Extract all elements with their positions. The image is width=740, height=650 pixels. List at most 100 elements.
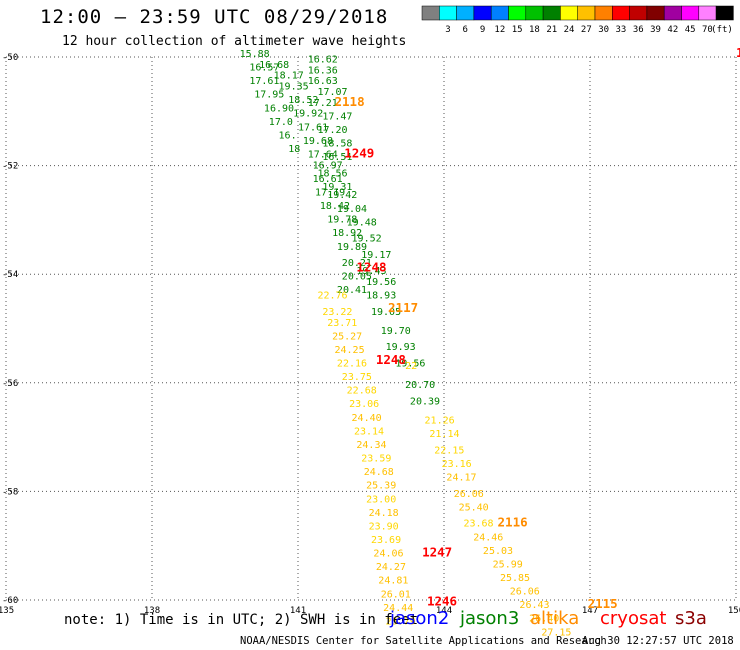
y-tick-label: -54 — [2, 270, 18, 280]
wave-height-label: 19.93 — [386, 342, 416, 353]
wave-height-label: 22.15 — [434, 445, 464, 456]
wave-height-label: 16.36 — [308, 65, 338, 76]
wave-height-label: 19.56 — [366, 277, 396, 288]
wave-height-label: 23.22 — [322, 307, 352, 318]
wave-height-label: 19.35 — [279, 82, 309, 93]
wave-height-label: 23.79 — [386, 616, 416, 627]
wave-height-label: 19.56 — [395, 359, 425, 370]
wave-height-label: 18.58 — [322, 139, 352, 150]
x-tick-label: 135 — [0, 606, 14, 616]
wave-height-label: 17.21 — [308, 98, 338, 109]
wave-height-label: 19.92 — [293, 109, 323, 120]
wave-height-label: 17.0 — [269, 117, 293, 128]
colorbar-label: 12 — [494, 25, 505, 35]
colorbar-label: 3 — [445, 25, 450, 35]
pass-time-label: 2118 — [335, 94, 365, 109]
pass-time-label: 2116 — [498, 515, 528, 530]
wave-height-label: 26.40 — [529, 614, 559, 625]
wave-height-label: 18.17 — [274, 71, 304, 82]
wave-height-label: 19.89 — [337, 242, 367, 253]
pass-time-label: 1248 — [356, 259, 386, 274]
colorbar-label: 33 — [616, 25, 627, 35]
wave-height-label: 23.16 — [442, 459, 472, 470]
colorbar-label: 39 — [650, 25, 661, 35]
y-tick-label: -52 — [2, 162, 18, 172]
colorbar-label: 30 — [598, 25, 609, 35]
legend-cryosat: cryosat — [600, 608, 667, 629]
wave-height-label: 22.68 — [347, 386, 377, 397]
chart-subtitle: 12 hour collection of altimeter wave hei… — [62, 34, 407, 49]
wave-height-label: 19.42 — [327, 190, 357, 201]
wave-height-label: 23.68 — [463, 519, 493, 530]
wave-height-label: 17.19 — [315, 187, 345, 198]
wave-height-label: 19.31 — [322, 182, 352, 193]
wave-height-label: 19.05 — [371, 307, 401, 318]
wave-height-label: 17.64 — [308, 149, 338, 160]
legend-jason2: jason2 — [390, 608, 450, 629]
wave-height-label: 16.90 — [264, 103, 294, 114]
wave-height-label: 17.20 — [317, 125, 347, 136]
colorbar-label: 6 — [463, 25, 468, 35]
wave-height-label: 16.57 — [249, 63, 279, 74]
wave-height-label: 24.25 — [335, 345, 365, 356]
wave-height-label: 17.61 — [298, 122, 328, 133]
wave-height-label: 16.51 — [322, 152, 352, 163]
wave-height-label: 17.61 — [249, 76, 279, 87]
wave-height-label: 19.52 — [352, 234, 382, 245]
wave-height-label: 20.05 — [342, 272, 372, 283]
wave-height-label: 24.06 — [373, 549, 403, 560]
colorbar-label: 24 — [564, 25, 575, 35]
wave-height-label: 17.07 — [317, 87, 347, 98]
wave-height-label: 23.69 — [371, 535, 401, 546]
colorbar-label: 18 — [529, 25, 540, 35]
wave-height-label: 16. — [279, 130, 297, 141]
wave-height-label: 19.48 — [347, 217, 377, 228]
wave-height-label: 24.46 — [473, 532, 503, 543]
credit-line: NOAA/NESDIS Center for Satellite Applica… — [240, 635, 607, 647]
wave-height-label: 19.68 — [303, 136, 333, 147]
wave-height-label: 19.17 — [361, 250, 391, 261]
wave-height-label: 24.17 — [446, 473, 476, 484]
wave-height-label: 21.26 — [425, 416, 455, 427]
pass-time-label: 1248 — [376, 352, 406, 367]
wave-height-label: 16.68 — [259, 60, 289, 71]
colorbar-swatch — [715, 5, 734, 21]
wave-height-label: 18.56 — [317, 168, 347, 179]
x-tick-label: 141 — [290, 606, 306, 616]
y-tick-label: -56 — [2, 379, 18, 389]
colorbar-label: 15 — [512, 25, 523, 35]
wave-height-label: 15.88 — [240, 49, 270, 60]
wave-height-label: 17.95 — [254, 90, 284, 101]
wave-height-label: 25.03 — [483, 546, 513, 557]
y-tick-label: -58 — [2, 487, 18, 497]
wave-height-label: 20.39 — [410, 397, 440, 408]
wave-height-label: 21.14 — [429, 429, 459, 440]
wave-height-label: 23.90 — [369, 521, 399, 532]
wave-height-label: 23.14 — [354, 426, 384, 437]
legend-altika: altika — [530, 608, 580, 629]
wave-height-label: 19.04 — [337, 204, 367, 215]
wave-height-label: 22.76 — [317, 291, 347, 302]
legend-jason3: jason3 — [460, 608, 520, 629]
x-tick-label: 144 — [436, 606, 452, 616]
wave-height-label: 16.62 — [308, 54, 338, 65]
wave-height-label: 24.34 — [356, 440, 386, 451]
y-tick-label: -60 — [2, 596, 18, 606]
pass-time-label: 2115 — [588, 596, 618, 611]
wave-height-label: 24.40 — [352, 413, 382, 424]
wave-height-label: 20.21 — [342, 258, 372, 269]
wave-height-label: 26.06 — [454, 489, 484, 500]
wave-height-label: 16.61 — [313, 174, 343, 185]
pass-time-label: 1 — [736, 45, 740, 60]
colorbar-label: 27 — [581, 25, 592, 35]
pass-time-label: 1247 — [422, 545, 452, 560]
wave-height-label: 17.47 — [322, 111, 352, 122]
wave-height-label: 24.44 — [383, 603, 413, 614]
wave-height-label: 26.43 — [519, 600, 549, 611]
colorbar-label: 42 — [667, 25, 678, 35]
x-tick-label: 138 — [144, 606, 160, 616]
generation-timestamp: Aug 30 12:27:57 UTC 2018 — [582, 635, 734, 647]
x-tick-label: 147 — [582, 606, 598, 616]
wave-height-label: 18 — [288, 144, 300, 155]
